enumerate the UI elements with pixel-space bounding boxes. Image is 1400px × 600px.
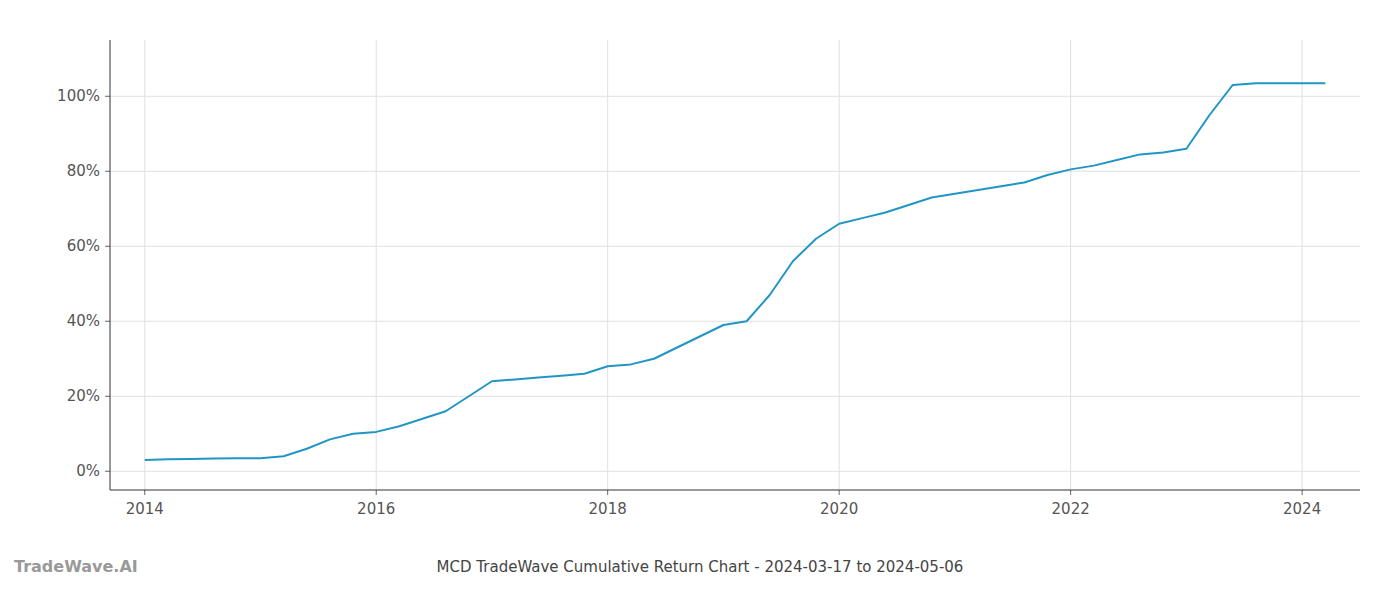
x-tick <box>144 490 145 495</box>
y-axis-line <box>110 40 111 490</box>
y-tick <box>105 396 110 397</box>
x-tick-label: 2024 <box>1283 500 1321 518</box>
x-tick <box>1302 490 1303 495</box>
x-grid-line <box>1302 40 1303 490</box>
y-grid-line <box>110 171 1360 172</box>
x-tick <box>1070 490 1071 495</box>
grid <box>110 40 1360 490</box>
x-tick-label: 2018 <box>589 500 627 518</box>
y-tick <box>105 471 110 472</box>
plot-area <box>145 83 1326 460</box>
chart: 0% 20% 40% 60% 80% 100% 2014 2016 2018 2020 2022 20… <box>0 0 1400 600</box>
x-tick-label: 2014 <box>126 500 164 518</box>
y-grid-line <box>110 471 1360 472</box>
x-tick <box>376 490 377 495</box>
y-grid-line <box>110 321 1360 322</box>
x-grid-line <box>144 40 145 490</box>
title: MCD TradeWave Cumulative Return Chart - … <box>437 558 964 576</box>
x-tick-label: 2020 <box>820 500 858 518</box>
y-tick-label: 80% <box>67 162 100 180</box>
y-tick-label: 40% <box>67 312 100 330</box>
y-grid-line <box>110 96 1360 97</box>
axes: 0% 20% 40% 60% 80% 100% 2014 2016 2018 2020 2022 20… <box>57 40 1360 518</box>
x-tick-label: 2016 <box>357 500 395 518</box>
y-tick-label: 0% <box>76 462 100 480</box>
x-tick <box>607 490 608 495</box>
x-tick-label: 2022 <box>1052 500 1090 518</box>
x-grid-line <box>607 40 608 490</box>
y-grid-line <box>110 246 1360 247</box>
y-tick <box>105 321 110 322</box>
watermark: TradeWave.AI <box>14 557 138 576</box>
y-tick-label: 60% <box>67 237 100 255</box>
line <box>145 83 1326 460</box>
y-tick-label: 20% <box>67 387 100 405</box>
x-axis-line <box>110 490 1360 491</box>
y-tick <box>105 96 110 97</box>
x-grid-line <box>376 40 377 490</box>
x-tick <box>839 490 840 495</box>
y-tick <box>105 246 110 247</box>
y-tick-label: 100% <box>57 87 100 105</box>
y-tick <box>105 171 110 172</box>
x-grid-line <box>839 40 840 490</box>
y-grid-line <box>110 396 1360 397</box>
x-grid-line <box>1070 40 1071 490</box>
